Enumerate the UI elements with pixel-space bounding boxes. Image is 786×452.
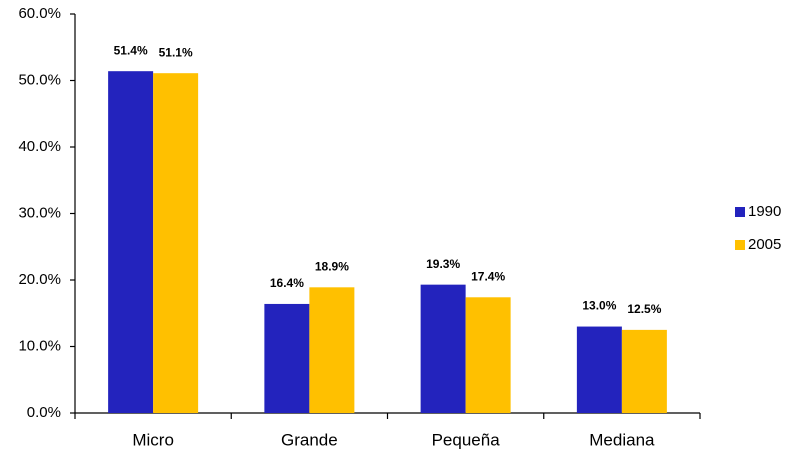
data-label: 51.4% bbox=[114, 43, 148, 57]
data-label: 51.1% bbox=[159, 45, 193, 59]
x-tick-label: Micro bbox=[132, 430, 174, 449]
legend-swatch bbox=[735, 207, 745, 217]
y-tick-label: 50.0% bbox=[18, 71, 61, 88]
bar bbox=[465, 297, 511, 413]
legend-swatch bbox=[735, 240, 745, 250]
data-label: 13.0% bbox=[582, 299, 616, 313]
bar bbox=[621, 329, 667, 413]
y-tick-label: 0.0% bbox=[27, 404, 61, 421]
bar bbox=[108, 71, 154, 413]
bar bbox=[264, 303, 310, 413]
y-tick-label: 30.0% bbox=[18, 204, 61, 221]
legend-label: 2005 bbox=[748, 236, 781, 253]
x-tick-label: Mediana bbox=[589, 430, 655, 449]
x-tick-label: Pequeña bbox=[432, 430, 501, 449]
bar bbox=[153, 73, 199, 413]
data-label: 18.9% bbox=[315, 259, 349, 273]
data-label: 17.4% bbox=[471, 269, 505, 283]
y-tick-label: 10.0% bbox=[18, 337, 61, 354]
y-tick-label: 20.0% bbox=[18, 271, 61, 288]
y-tick-label: 60.0% bbox=[18, 5, 61, 22]
y-tick-label: 40.0% bbox=[18, 138, 61, 155]
data-label: 19.3% bbox=[426, 257, 460, 271]
data-label: 12.5% bbox=[627, 302, 661, 316]
legend-label: 1990 bbox=[748, 203, 781, 220]
bar bbox=[309, 287, 355, 413]
bar bbox=[420, 284, 466, 413]
x-tick-label: Grande bbox=[281, 430, 338, 449]
bar bbox=[576, 326, 622, 413]
data-label: 16.4% bbox=[270, 276, 304, 290]
